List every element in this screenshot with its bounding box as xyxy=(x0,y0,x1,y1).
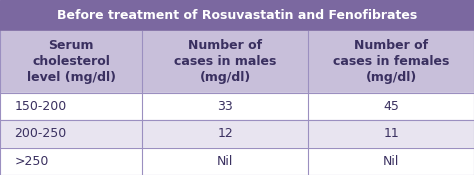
Text: 11: 11 xyxy=(383,127,399,140)
Text: Number of
cases in females
(mg/dl): Number of cases in females (mg/dl) xyxy=(333,39,449,84)
Text: 45: 45 xyxy=(383,100,399,113)
Text: Before treatment of Rosuvastatin and Fenofibrates: Before treatment of Rosuvastatin and Fen… xyxy=(57,9,417,22)
Bar xyxy=(0,0,474,31)
Text: Nil: Nil xyxy=(217,155,233,168)
Text: Serum
cholesterol
level (mg/dl): Serum cholesterol level (mg/dl) xyxy=(27,39,116,84)
Text: Nil: Nil xyxy=(383,155,399,168)
Text: >250: >250 xyxy=(14,155,49,168)
Text: Number of
cases in males
(mg/dl): Number of cases in males (mg/dl) xyxy=(174,39,276,84)
Bar xyxy=(0,31,474,93)
Bar xyxy=(0,120,474,148)
Text: 200-250: 200-250 xyxy=(14,127,66,140)
Bar xyxy=(0,93,474,120)
Bar xyxy=(0,148,474,175)
Text: 12: 12 xyxy=(217,127,233,140)
Text: 33: 33 xyxy=(217,100,233,113)
Text: 150-200: 150-200 xyxy=(14,100,66,113)
